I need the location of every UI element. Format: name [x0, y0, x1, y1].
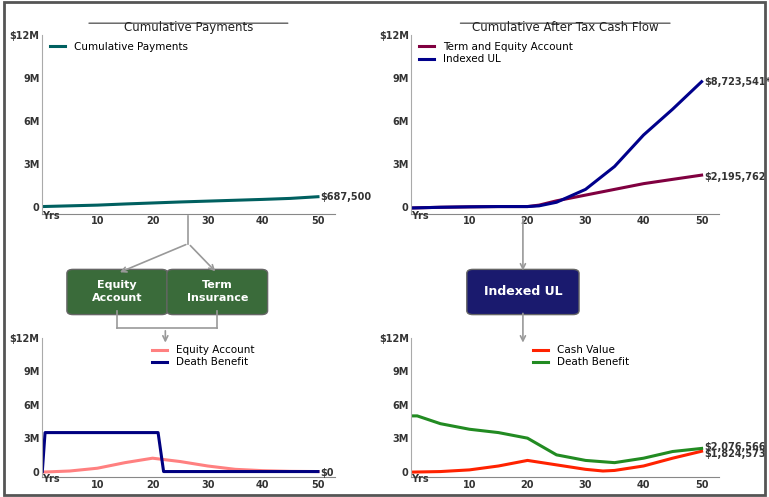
Text: $2,076,566: $2,076,566 [704, 442, 766, 452]
Text: Yrs: Yrs [411, 474, 429, 484]
Title: Cumulative Payments: Cumulative Payments [124, 20, 253, 34]
Text: Equity
Account: Equity Account [92, 280, 142, 303]
Text: Yrs: Yrs [42, 474, 60, 484]
Text: Yrs: Yrs [42, 211, 60, 221]
Text: Yrs: Yrs [411, 211, 429, 221]
Text: Indexed UL: Indexed UL [484, 285, 562, 298]
Text: $687,500: $687,500 [321, 192, 372, 202]
Text: $1,824,573: $1,824,573 [704, 449, 766, 459]
Legend: Term and Equity Account, Indexed UL: Term and Equity Account, Indexed UL [417, 40, 574, 66]
Text: Term
Insurance: Term Insurance [187, 280, 248, 303]
Legend: Equity Account, Death Benefit: Equity Account, Death Benefit [150, 343, 256, 369]
Text: $8,723,541*: $8,723,541* [704, 77, 769, 86]
Legend: Cash Value, Death Benefit: Cash Value, Death Benefit [531, 343, 631, 369]
Legend: Cumulative Payments: Cumulative Payments [48, 40, 190, 54]
Text: $0: $0 [321, 468, 335, 478]
Title: Cumulative After Tax Cash Flow: Cumulative After Tax Cash Flow [472, 20, 658, 34]
Text: $2,195,762: $2,195,762 [704, 172, 766, 182]
